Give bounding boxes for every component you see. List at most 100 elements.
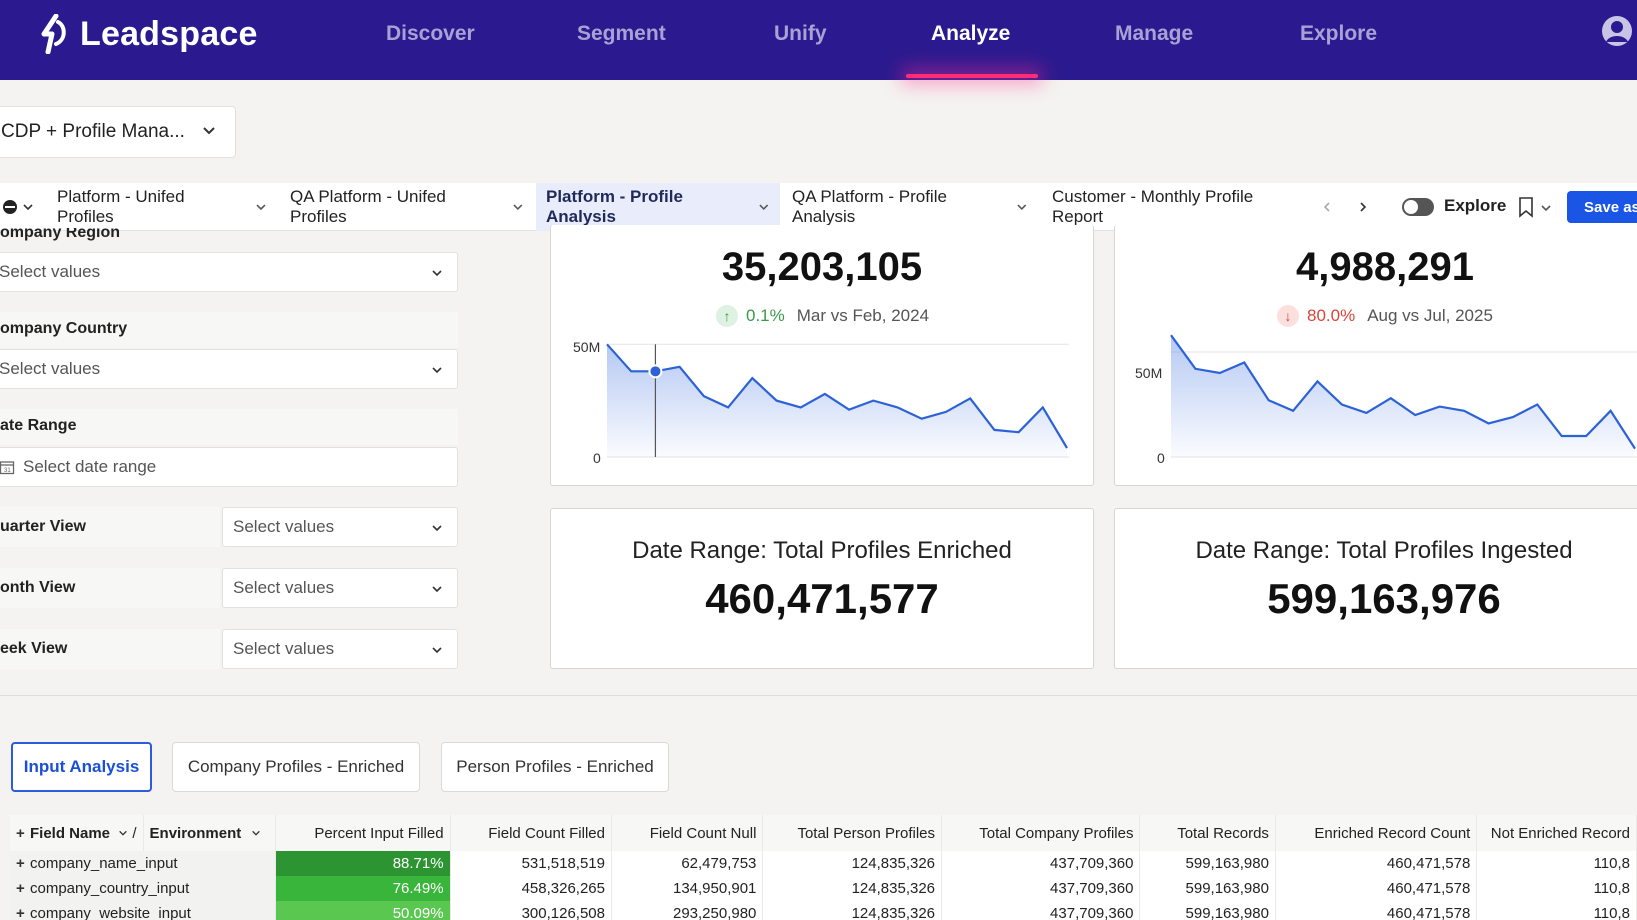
quarter-view-placeholder: Select values bbox=[233, 517, 335, 536]
tab-label: Platform - Profile Analysis bbox=[546, 187, 683, 226]
dashboard-select[interactable]: CDP + Profile Mana... bbox=[0, 106, 236, 158]
tab-platform-profile-analysis[interactable]: Platform - Profile Analysis bbox=[536, 183, 780, 231]
bookmark-icon[interactable] bbox=[1516, 196, 1536, 218]
percent-input-filled-cell: 50.09% bbox=[275, 901, 451, 920]
date-range-picker[interactable]: 31 Select date range bbox=[0, 447, 458, 487]
subtab-person-profiles-enriched[interactable]: Person Profiles - Enriched bbox=[441, 742, 669, 792]
column-header[interactable]: Percent Input Filled bbox=[275, 815, 451, 851]
filter-header-bg bbox=[0, 409, 458, 445]
explore-label: Explore bbox=[1444, 196, 1507, 215]
field-name-cell[interactable]: + company_name_input bbox=[10, 851, 277, 876]
field-name-cell[interactable]: + company_country_input bbox=[10, 876, 277, 901]
tab-label: QA Platform - Unifed Profiles bbox=[290, 187, 446, 226]
filter-row-bg bbox=[0, 507, 220, 547]
nav-segment[interactable]: Segment bbox=[577, 22, 666, 45]
tab-platform-unifed-profiles[interactable]: Platform - Unifed Profiles bbox=[47, 183, 277, 231]
company-region-placeholder: Select values bbox=[0, 262, 101, 281]
column-header-label: Field Name bbox=[30, 824, 111, 842]
expand-all-icon[interactable]: + bbox=[16, 824, 25, 842]
kpi-1-value: 35,203,105 bbox=[721, 245, 923, 289]
save-as-button[interactable]: Save as bbox=[1567, 191, 1637, 223]
scroll-right-icon[interactable] bbox=[1356, 200, 1370, 214]
total-profiles-enriched-value: 460,471,577 bbox=[705, 575, 939, 622]
column-header-environment[interactable]: Environment bbox=[143, 815, 277, 851]
subtab-company-profiles-enriched[interactable]: Company Profiles - Enriched bbox=[172, 742, 420, 792]
subtab-label: Company Profiles - Enriched bbox=[187, 757, 405, 776]
tab-label: QA Platform - Profile Analysis bbox=[792, 187, 947, 226]
expand-row-icon[interactable]: + bbox=[16, 905, 25, 920]
table-cell: 134,950,901 bbox=[611, 876, 764, 901]
nav-discover[interactable]: Discover bbox=[386, 22, 475, 45]
nav-unify[interactable]: Unify bbox=[774, 22, 827, 45]
table-cell: 124,835,326 bbox=[762, 901, 943, 920]
company-region-select[interactable]: Select values bbox=[0, 252, 458, 292]
tab-label: Platform - Unifed Profiles bbox=[57, 187, 185, 226]
column-header[interactable]: Field Count Null bbox=[611, 815, 764, 851]
series-area bbox=[607, 344, 1067, 457]
arrow-down-icon: ↓ bbox=[1277, 305, 1299, 327]
field-name: company_country_input bbox=[30, 880, 190, 897]
field-name: company_website_input bbox=[30, 905, 191, 920]
table-row[interactable]: + company_name_input 88.71% 531,518,519 62,4… bbox=[10, 851, 1637, 876]
month-view-select[interactable]: Select values bbox=[222, 568, 458, 608]
table-row[interactable]: + company_website_input 50.09% 300,126,508 2… bbox=[10, 901, 1637, 920]
series-area bbox=[1171, 335, 1635, 457]
column-header-field-name[interactable]: + Field Name / bbox=[10, 815, 144, 851]
chevron-down-icon bbox=[432, 586, 442, 593]
nav-explore[interactable]: Explore bbox=[1300, 22, 1378, 45]
kpi-card-2: 4,988,291 ↓ 80.0% Aug vs Jul, 2025 50M 0 bbox=[1114, 225, 1637, 486]
table-row[interactable]: + company_country_input 76.49% 458,326,265 1… bbox=[10, 876, 1637, 901]
explore-toggle[interactable] bbox=[1402, 198, 1434, 216]
leadspace-logo[interactable]: Leadspace bbox=[36, 12, 258, 56]
tab-customer-monthly-profile-report[interactable]: Customer - Monthly Profile Report bbox=[1042, 183, 1310, 231]
filter-row-bg bbox=[0, 568, 220, 608]
sparkline-chart-2[interactable] bbox=[1115, 225, 1637, 486]
table-cell: 437,709,360 bbox=[941, 851, 1141, 876]
tab-qa-platform-unifed-profiles[interactable]: QA Platform - Unifed Profiles bbox=[280, 183, 534, 231]
table-cell: 300,126,508 bbox=[450, 901, 612, 920]
column-header[interactable]: Field Count Filled bbox=[450, 815, 612, 851]
subtab-label: Person Profiles - Enriched bbox=[456, 757, 654, 776]
table-cell: 110,8 bbox=[1476, 901, 1637, 920]
tab-menu-button[interactable] bbox=[0, 183, 46, 231]
table-cell: 437,709,360 bbox=[941, 876, 1141, 901]
company-country-placeholder: Select values bbox=[0, 359, 101, 378]
scroll-left-icon[interactable] bbox=[1320, 200, 1334, 214]
tab-qa-platform-profile-analysis[interactable]: QA Platform - Profile Analysis bbox=[782, 183, 1038, 231]
dashboard-icon bbox=[3, 200, 17, 214]
nav-manage[interactable]: Manage bbox=[1115, 22, 1194, 45]
column-header[interactable]: Not Enriched Record bbox=[1476, 815, 1637, 851]
column-header[interactable]: Total Records bbox=[1139, 815, 1276, 851]
hovered-data-point[interactable] bbox=[648, 364, 663, 379]
logo-text: Leadspace bbox=[80, 14, 258, 53]
chevron-down-icon bbox=[203, 127, 215, 135]
sparkline-chart-1[interactable] bbox=[551, 225, 1095, 486]
column-header[interactable]: Total Person Profiles bbox=[762, 815, 943, 851]
y-tick-label: 50M bbox=[1135, 365, 1163, 381]
filter-label-company-country: ompany Country bbox=[0, 320, 128, 337]
chevron-down-icon bbox=[432, 270, 442, 277]
user-avatar-icon[interactable] bbox=[1602, 16, 1632, 46]
field-name: company_name_input bbox=[30, 855, 178, 872]
field-name-cell[interactable]: + company_website_input bbox=[10, 901, 277, 920]
chevron-down-icon bbox=[256, 204, 266, 211]
column-header[interactable]: Total Company Profiles bbox=[941, 815, 1141, 851]
week-view-select[interactable]: Select values bbox=[222, 629, 458, 669]
filter-label-quarter-view: uarter View bbox=[0, 518, 86, 535]
company-country-select[interactable]: Select values bbox=[0, 349, 458, 389]
subtab-input-analysis[interactable]: Input Analysis bbox=[11, 742, 152, 792]
expand-row-icon[interactable]: + bbox=[16, 880, 25, 897]
expand-row-icon[interactable]: + bbox=[16, 855, 25, 872]
series-line bbox=[1170, 334, 1636, 450]
table-header-row: + Field Name / Environment Percent Input … bbox=[10, 815, 1637, 851]
column-header[interactable]: Enriched Record Count bbox=[1275, 815, 1478, 851]
card-title: Date Range: Total Profiles Ingested bbox=[1195, 537, 1573, 564]
nav-analyze[interactable]: Analyze bbox=[931, 22, 1011, 45]
calendar-icon: 31 bbox=[0, 461, 15, 475]
kpi-1-delta: ↑ 0.1% Mar vs Feb, 2024 bbox=[716, 305, 929, 327]
quarter-view-select[interactable]: Select values bbox=[222, 507, 458, 547]
chevron-down-icon[interactable] bbox=[1540, 202, 1552, 214]
kpi-1-delta-value: 0.1% bbox=[746, 306, 785, 325]
dashboard-select-value: CDP + Profile Mana... bbox=[1, 121, 185, 142]
table-cell: 460,471,578 bbox=[1275, 876, 1478, 901]
